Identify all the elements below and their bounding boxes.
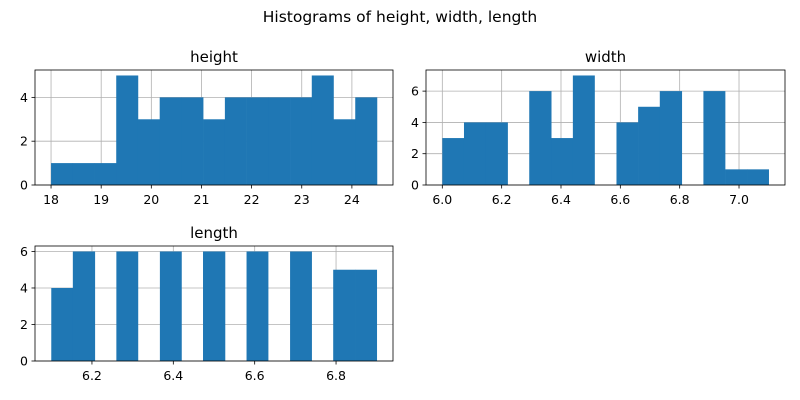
histogram-bar [529, 91, 552, 185]
histogram-bar [290, 251, 312, 361]
subplot-2: 6.2 6.4 6.6 6.8 0 2 4 6 length [20, 224, 394, 383]
histogram-bar [159, 251, 182, 361]
histogram-bar [355, 269, 378, 361]
x-tick-label: 18 [43, 192, 59, 207]
histogram-bar [355, 97, 378, 185]
x-tick-label: 6.0 [432, 192, 452, 207]
x-tick-label: 6.4 [163, 368, 183, 383]
histogram-bar [442, 138, 465, 185]
x-tick-label: 21 [194, 192, 210, 207]
histogram-bar [51, 287, 74, 361]
histogram-bar [246, 251, 269, 361]
x-tick-label: 6.4 [551, 192, 571, 207]
x-tick-label: 19 [93, 192, 109, 207]
x-tick-label: 20 [143, 192, 159, 207]
x-tick-label: 6.6 [245, 368, 265, 383]
figure-suptitle: Histograms of height, width, length [263, 8, 538, 26]
histogram-bar [290, 97, 313, 185]
histogram-bar [268, 97, 291, 185]
y-tick-label: 6 [20, 244, 28, 259]
axes-frame [425, 69, 786, 186]
x-tick-label: 22 [244, 192, 260, 207]
y-tick-label: 0 [20, 178, 28, 193]
axes-frame [34, 245, 394, 362]
histogram-bar [116, 251, 139, 361]
histogram-bar [551, 138, 574, 185]
x-tick-label: 6.6 [610, 192, 630, 207]
y-tick-label: 2 [20, 134, 28, 149]
y-tick-label: 2 [411, 146, 419, 161]
y-tick-label: 4 [20, 280, 28, 295]
subplot-title: height [190, 48, 238, 66]
histogram-bar [72, 163, 95, 185]
histogram-bar [485, 122, 508, 185]
histogram-bar [703, 91, 726, 185]
y-tick-label: 2 [20, 317, 28, 332]
histogram-bar [747, 169, 769, 185]
y-tick-label: 0 [20, 354, 28, 369]
histogram-bar [311, 75, 334, 185]
histogram-bar [638, 106, 661, 185]
y-tick-label: 4 [411, 115, 419, 130]
histogram-bar [333, 269, 356, 361]
x-tick-label: 7.0 [729, 192, 749, 207]
histogram-bar [116, 75, 139, 185]
histogram-bar [333, 119, 356, 185]
axes-frame [34, 69, 394, 186]
histogram-bar [203, 251, 226, 361]
histogram-bar [159, 97, 182, 185]
y-tick-label: 0 [411, 178, 419, 193]
histogram-bar [659, 91, 683, 185]
histogram-bar [616, 122, 639, 185]
histogram-bar [72, 251, 96, 361]
y-tick-label: 4 [20, 90, 28, 105]
x-tick-label: 6.8 [326, 368, 346, 383]
x-tick-label: 24 [344, 192, 360, 207]
histogram-bar [463, 122, 487, 185]
histogram-bar [224, 97, 247, 185]
x-tick-label: 23 [294, 192, 310, 207]
histogram-bar [181, 97, 204, 185]
histogram-bar [246, 97, 269, 185]
x-tick-label: 6.2 [82, 368, 102, 383]
histogram-bar [203, 119, 226, 185]
histogram-bar [51, 163, 74, 185]
subplot-title: width [585, 48, 626, 66]
subplot-1: 6.0 6.2 6.4 6.6 6.8 7.0 0 2 4 6 width [411, 48, 786, 207]
histogram-bar [572, 75, 595, 185]
histogram-bar [725, 169, 748, 185]
x-tick-label: 6.8 [670, 192, 690, 207]
histogram-bar [94, 163, 117, 185]
y-tick-label: 6 [411, 84, 419, 99]
subplot-title: length [190, 224, 238, 242]
histogram-bar [137, 119, 160, 185]
x-tick-label: 6.2 [492, 192, 512, 207]
